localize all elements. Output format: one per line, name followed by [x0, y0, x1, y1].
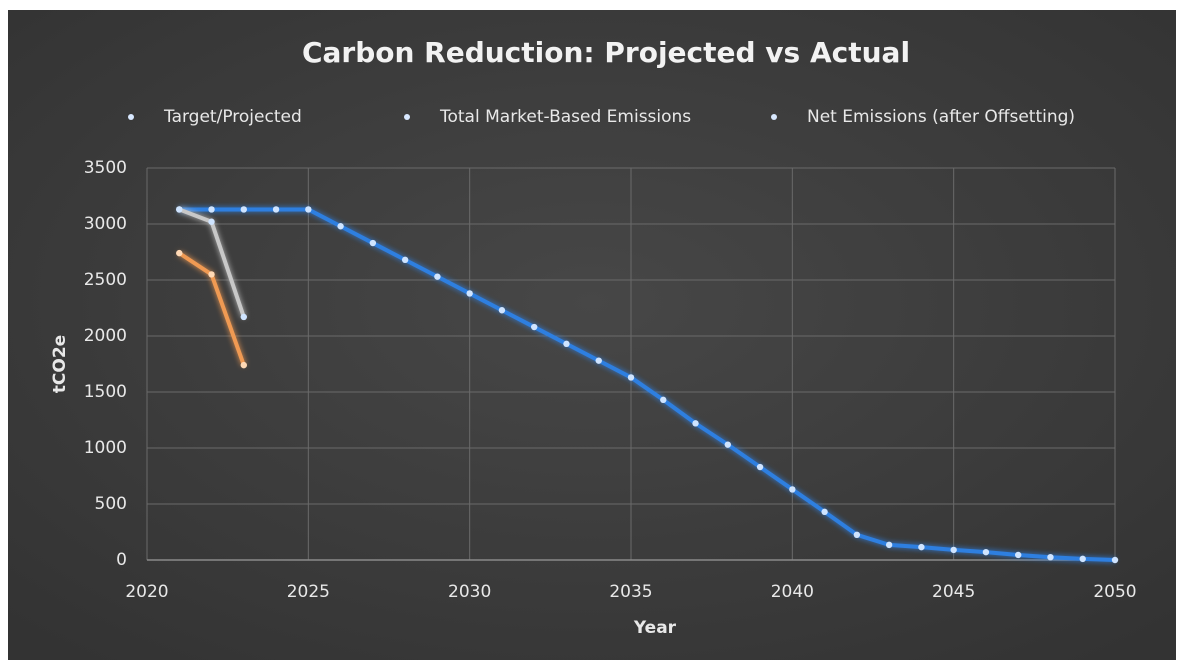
data-point [660, 396, 667, 404]
legend-label: Total Market-Based Emissions [439, 107, 691, 127]
data-point [756, 463, 764, 471]
data-point [853, 531, 861, 538]
data-point [627, 374, 635, 381]
y-tick-label: 2500 [84, 270, 127, 290]
y-tick-label: 3500 [84, 158, 127, 178]
data-point [272, 206, 280, 213]
data-point [466, 290, 473, 297]
y-tick-label: 500 [95, 494, 127, 514]
data-point [692, 420, 699, 427]
chart-title: Carbon Reduction: Projected vs Actual [302, 36, 910, 69]
data-point [724, 441, 731, 448]
data-point [337, 223, 344, 230]
y-tick-label: 3000 [84, 214, 127, 234]
legend-label: Target/Projected [163, 107, 302, 127]
y-tick-label: 1000 [84, 438, 127, 458]
x-axis-title: Year [633, 618, 677, 638]
data-point [176, 249, 183, 257]
data-point [531, 323, 538, 331]
data-point [401, 256, 409, 264]
data-point [950, 546, 957, 554]
data-point [208, 218, 215, 225]
data-point [595, 357, 602, 364]
y-tick-label: 2000 [84, 326, 127, 346]
data-point [982, 548, 990, 556]
data-point [176, 206, 183, 213]
series-line [179, 207, 1116, 562]
data-point [208, 206, 215, 213]
x-tick-label: 2050 [1093, 582, 1136, 602]
data-point [885, 541, 893, 549]
data-point [918, 543, 925, 551]
y-tick-label: 0 [116, 550, 127, 570]
data-point [1111, 556, 1119, 564]
data-point [240, 313, 247, 321]
legend-marker [771, 114, 777, 120]
x-tick-label: 2045 [932, 582, 975, 602]
data-point [369, 239, 377, 247]
y-axis-title: tCO2e [50, 335, 70, 393]
data-point [789, 486, 796, 493]
x-tick-label: 2025 [287, 582, 330, 602]
data-point [498, 307, 506, 314]
y-tick-label: 1500 [84, 382, 127, 402]
data-point [434, 273, 441, 280]
x-tick-label: 2040 [771, 582, 814, 602]
legend-label: Net Emissions (after Offsetting) [807, 107, 1075, 127]
data-point [240, 206, 247, 213]
data-point [1047, 554, 1054, 561]
data-point [563, 340, 570, 348]
x-tick-label: 2020 [125, 582, 168, 602]
data-point [208, 271, 215, 278]
x-tick-label: 2035 [609, 582, 652, 602]
data-point [305, 206, 312, 213]
data-point [1079, 555, 1086, 563]
data-point [240, 361, 247, 369]
legend-marker [128, 114, 134, 120]
data-point [821, 508, 828, 516]
x-tick-label: 2030 [448, 582, 491, 602]
legend-marker [404, 114, 410, 120]
data-point [1015, 551, 1022, 559]
